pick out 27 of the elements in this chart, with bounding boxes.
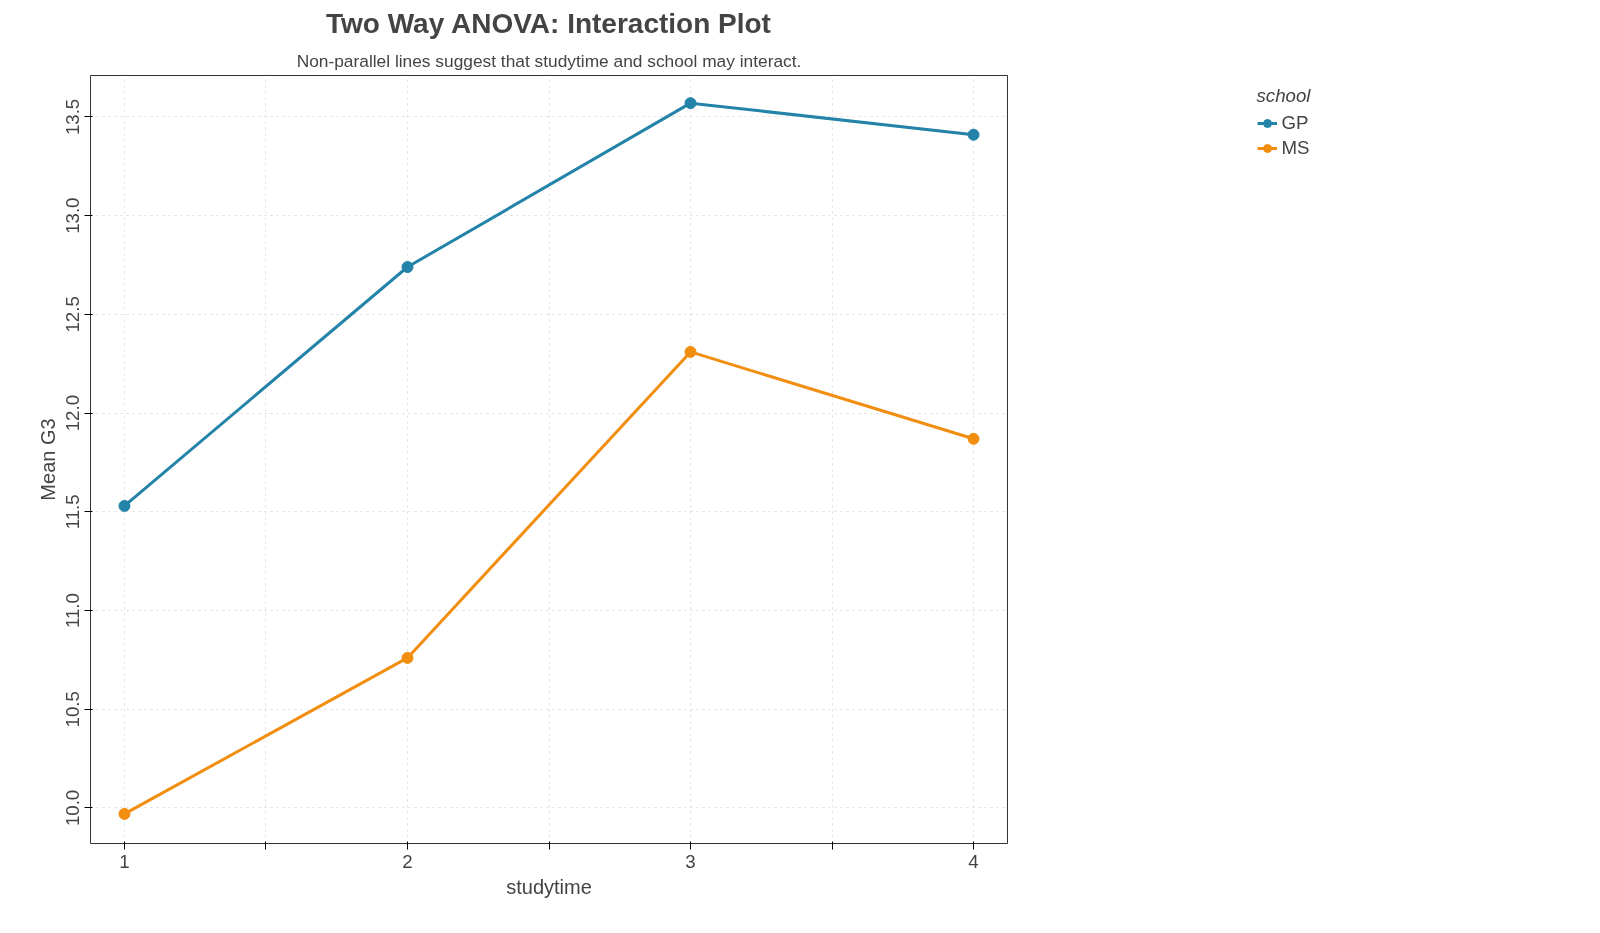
y-tick-label: 13.5 — [62, 98, 84, 136]
y-tick-label: 10.5 — [62, 691, 84, 728]
chart-title: Two Way ANOVA: Interaction Plot — [326, 7, 771, 39]
point — [401, 261, 414, 273]
y-tick-label: 12.5 — [62, 296, 84, 333]
point — [967, 128, 980, 141]
y-tick-label: 13.0 — [62, 197, 84, 234]
y-tick-label: 12.0 — [62, 394, 84, 432]
x-axis-title: studytime — [506, 875, 592, 898]
point — [401, 651, 414, 664]
x-tick-label: 4 — [968, 850, 979, 872]
y-tick-label: 11.5 — [62, 494, 84, 530]
legend-title: school — [1256, 85, 1311, 107]
chart-subtitle: Non-parallel lines suggest that studytime and school may interact. — [296, 50, 802, 71]
point — [118, 499, 131, 512]
legend-label: MS — [1281, 137, 1310, 159]
point — [118, 807, 131, 820]
y-tick-label: 11.0 — [62, 593, 84, 628]
point — [967, 432, 980, 445]
legend-label: GP — [1281, 112, 1309, 134]
y-tick-label: 10.0 — [62, 789, 84, 827]
x-tick-label: 1 — [119, 850, 130, 872]
y-axis-title: Mean G3 — [36, 418, 59, 501]
point — [684, 97, 697, 110]
x-tick-label: 3 — [685, 850, 696, 872]
x-tick-label: 2 — [402, 850, 413, 872]
point — [684, 345, 697, 358]
